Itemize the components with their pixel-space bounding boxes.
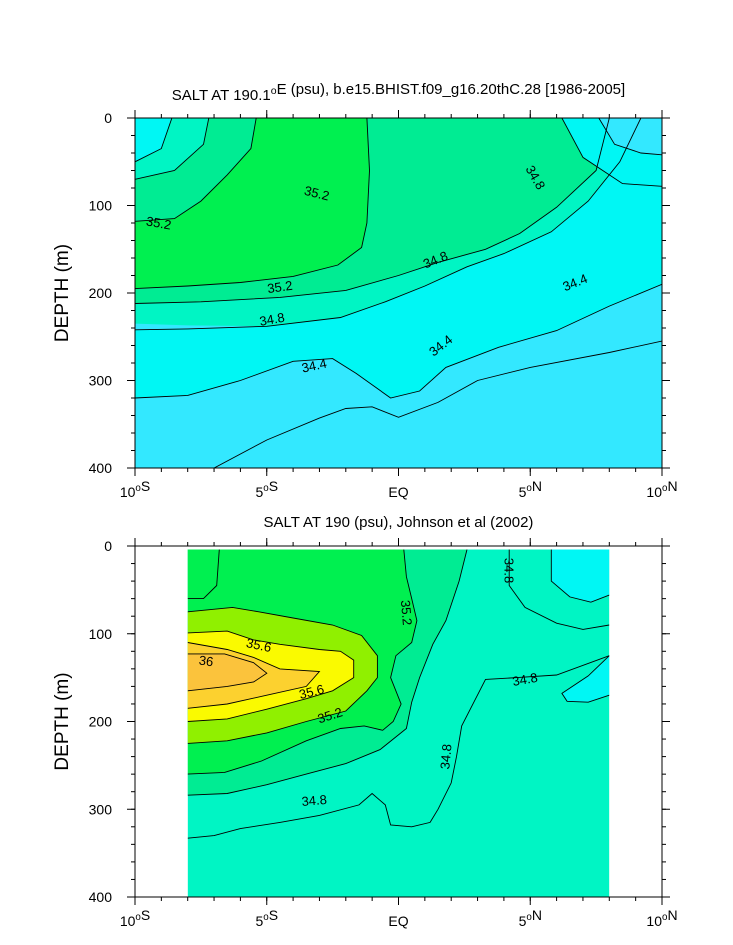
contour-label: 35.2 bbox=[316, 704, 345, 726]
contour-line bbox=[135, 283, 662, 399]
contour-line bbox=[135, 118, 370, 290]
contour-line bbox=[561, 118, 662, 187]
y-tick-label: 0 bbox=[104, 110, 112, 126]
contour-line bbox=[187, 655, 610, 839]
contour-fill-region bbox=[135, 118, 172, 162]
y-axis-label: DEPTH (m) bbox=[52, 244, 73, 342]
contour-label: 34.8 bbox=[301, 792, 328, 809]
y-axis-label: DEPTH (m) bbox=[52, 672, 73, 770]
contour-line bbox=[135, 118, 210, 180]
x-tick-label: 10oS bbox=[120, 907, 150, 929]
x-tick-label: 10oN bbox=[646, 907, 677, 929]
contour-label: 35.6 bbox=[245, 635, 273, 655]
x-tick-label: EQ bbox=[388, 913, 408, 929]
contour-fill-region bbox=[187, 549, 220, 599]
contour-line bbox=[135, 118, 173, 163]
contour-line bbox=[598, 118, 662, 156]
contour-label: 34.4 bbox=[300, 356, 328, 376]
contour-line bbox=[187, 549, 220, 600]
contour-line bbox=[135, 118, 642, 331]
contour-line bbox=[135, 118, 257, 222]
y-tick-label: 100 bbox=[89, 198, 113, 214]
contour-fill-region bbox=[598, 118, 662, 155]
y-tick-label: 200 bbox=[89, 714, 113, 730]
contour-line bbox=[550, 549, 610, 603]
contour-line bbox=[561, 655, 610, 703]
chart-title: SALT AT 190.1oE (psu), b.e15.BHIST.f09_g… bbox=[172, 81, 625, 104]
contour-label: 36 bbox=[198, 653, 214, 670]
contour-label: 35.2 bbox=[303, 183, 331, 204]
contour-fill-group: 35.235.235.234.834.834.834.434.434.4 bbox=[135, 118, 662, 468]
contour-fill-region bbox=[187, 653, 267, 691]
y-tick-label: 200 bbox=[89, 285, 113, 301]
contour-line bbox=[187, 606, 378, 744]
x-tick-label: EQ bbox=[388, 484, 408, 500]
contour-label: 35.2 bbox=[266, 278, 293, 296]
contour-label: 35.2 bbox=[398, 599, 415, 626]
contour-fill-region bbox=[135, 118, 610, 304]
y-tick-label: 100 bbox=[89, 626, 113, 642]
contour-line bbox=[187, 630, 355, 722]
contour-line bbox=[187, 549, 418, 775]
contour-line bbox=[213, 340, 662, 468]
contour-fill-group: 34.834.834.834.835.235.235.635.636 bbox=[187, 549, 610, 897]
contour-line bbox=[508, 549, 610, 630]
contour-label: 35.6 bbox=[297, 681, 325, 702]
y-tick-label: 300 bbox=[89, 801, 113, 817]
x-tick-label: 10oN bbox=[646, 478, 677, 500]
y-tick-label: 400 bbox=[89, 460, 113, 476]
contour-label: 34.8 bbox=[258, 310, 286, 329]
contour-fill-region bbox=[551, 549, 610, 603]
x-tick-label: 5oS bbox=[255, 907, 278, 929]
contour-line bbox=[187, 653, 268, 692]
x-tick-label: 10oS bbox=[120, 478, 150, 500]
contour-label: 34.8 bbox=[437, 743, 454, 770]
contour-line bbox=[135, 118, 610, 304]
x-tick-label: 5oS bbox=[255, 478, 278, 500]
contour-line bbox=[187, 642, 321, 709]
chart-title: SALT AT 190 (psu), Johnson et al (2002) bbox=[264, 514, 534, 531]
contour-panel-1: 35.235.235.234.834.834.834.434.434.410oS… bbox=[52, 81, 678, 500]
contour-line bbox=[187, 549, 468, 796]
contour-fill-region bbox=[187, 549, 467, 796]
contour-label: 35.2 bbox=[145, 213, 173, 232]
contour-fill-region bbox=[135, 118, 662, 398]
contour-label: 34.8 bbox=[511, 670, 539, 689]
x-tick-label: 5oN bbox=[519, 907, 542, 929]
y-tick-label: 0 bbox=[104, 538, 112, 554]
x-tick-label: 5oN bbox=[519, 478, 542, 500]
y-tick-label: 300 bbox=[89, 373, 113, 389]
contour-fill-region bbox=[135, 118, 641, 327]
y-tick-label: 400 bbox=[89, 889, 113, 905]
contour-label: 34.8 bbox=[502, 558, 517, 583]
